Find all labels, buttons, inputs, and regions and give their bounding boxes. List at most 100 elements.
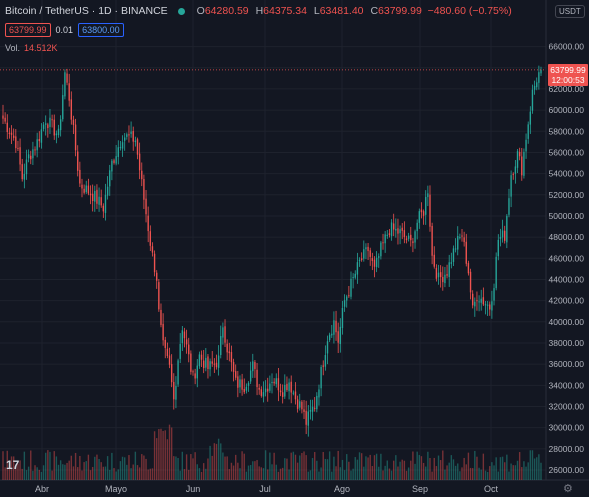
candle-body <box>181 330 184 344</box>
candle-body <box>324 355 327 367</box>
candle-body <box>192 371 194 373</box>
volume-bar <box>508 471 510 480</box>
candle-body <box>243 388 245 393</box>
volume-bar <box>427 451 429 480</box>
volume-bar <box>277 471 280 480</box>
candle-body <box>175 386 177 400</box>
candle-body <box>439 272 442 278</box>
volume-bar <box>397 466 399 480</box>
candle-body <box>311 406 314 412</box>
candle-body <box>378 256 380 258</box>
volume-bar <box>77 467 79 480</box>
candle-body <box>450 262 453 264</box>
volume-bar <box>320 467 322 480</box>
price-axis-tick: 50000.00 <box>549 211 585 221</box>
candle-body <box>486 304 489 306</box>
volume-bar <box>452 459 455 480</box>
volume-bar <box>354 457 356 480</box>
candle-body <box>4 117 6 122</box>
volume-bar <box>516 460 519 480</box>
candle-body <box>83 188 85 193</box>
candle-body <box>134 140 137 142</box>
candle-body <box>59 119 62 131</box>
candle-body <box>96 189 98 204</box>
volume-bar <box>25 470 28 480</box>
gear-icon[interactable]: ⚙ <box>563 483 573 495</box>
candle-body <box>49 117 51 127</box>
time-axis-tick: Mayo <box>105 484 127 494</box>
price-axis-tick: 34000.00 <box>549 380 585 390</box>
candle-body <box>271 381 273 384</box>
volume-bar <box>375 453 378 480</box>
candle-body <box>294 391 297 400</box>
candle-body <box>427 193 429 198</box>
candle-body <box>322 365 324 367</box>
price-axis-tick: 40000.00 <box>549 317 585 327</box>
candle-body <box>136 139 139 155</box>
candle-body <box>480 298 482 303</box>
close-label: C <box>370 5 379 17</box>
candle-body <box>499 237 502 239</box>
candle-body <box>422 211 425 216</box>
volume-bar <box>232 465 235 480</box>
volume-bar <box>23 451 26 480</box>
volume-bar <box>363 466 365 480</box>
candle-body <box>85 185 87 193</box>
candle-body <box>484 304 487 306</box>
symbol-name[interactable]: Bitcoin / TetherUS <box>5 5 89 17</box>
candle-body <box>476 300 478 302</box>
candle-body <box>523 151 525 176</box>
price-axis-tick: 60000.00 <box>549 105 585 115</box>
candle-body <box>164 339 166 348</box>
candle-body <box>200 354 203 360</box>
candle-body <box>115 156 117 164</box>
volume-bar <box>358 452 361 480</box>
price-axis-tick: 62000.00 <box>549 84 585 94</box>
candle-body <box>262 392 265 397</box>
volume-bar <box>303 451 305 480</box>
price-axis-tick: 42000.00 <box>549 296 585 306</box>
buy-button[interactable]: 63800.00 <box>78 23 124 37</box>
candle-body <box>352 277 354 279</box>
volume-bar <box>34 465 36 480</box>
volume-bar <box>45 452 47 480</box>
candle-body <box>474 301 476 307</box>
volume-bar <box>166 439 169 480</box>
candle-body <box>81 184 83 189</box>
candle-body <box>384 234 386 244</box>
volume-bar <box>450 455 453 480</box>
candle-body <box>213 363 216 365</box>
interval-label[interactable]: 1D <box>98 5 112 17</box>
candle-body <box>74 124 77 151</box>
volume-bar <box>94 456 96 480</box>
sell-button[interactable]: 63799.99 <box>5 23 51 37</box>
volume-bar <box>480 469 482 480</box>
candle-body <box>141 170 143 180</box>
candle-body <box>235 371 237 378</box>
volume-bar <box>309 470 312 480</box>
time-axis-tick: Abr <box>35 484 49 494</box>
candle-body <box>365 247 367 250</box>
candle-body <box>435 267 438 279</box>
price-axis-tick: 28000.00 <box>549 444 585 454</box>
volume-bar <box>209 445 211 480</box>
price-axis-tick: 38000.00 <box>549 338 585 348</box>
volume-bar <box>68 460 70 480</box>
candle-body <box>326 341 329 354</box>
candle-body <box>156 272 158 281</box>
currency-button[interactable]: USDT <box>555 5 585 18</box>
tradingview-logo[interactable]: 17 <box>6 458 20 472</box>
candle-body <box>177 360 179 385</box>
candle-body <box>301 401 303 410</box>
price-axis-tick: 48000.00 <box>549 232 585 242</box>
candle-body <box>518 151 521 157</box>
volume-bar <box>540 462 542 480</box>
candle-body <box>228 351 230 354</box>
candle-body <box>267 388 269 392</box>
candle-body <box>540 69 542 74</box>
candle-body <box>42 124 45 129</box>
volume-bar <box>2 451 4 480</box>
volume-bar <box>292 451 295 480</box>
volume-bar <box>217 438 220 480</box>
